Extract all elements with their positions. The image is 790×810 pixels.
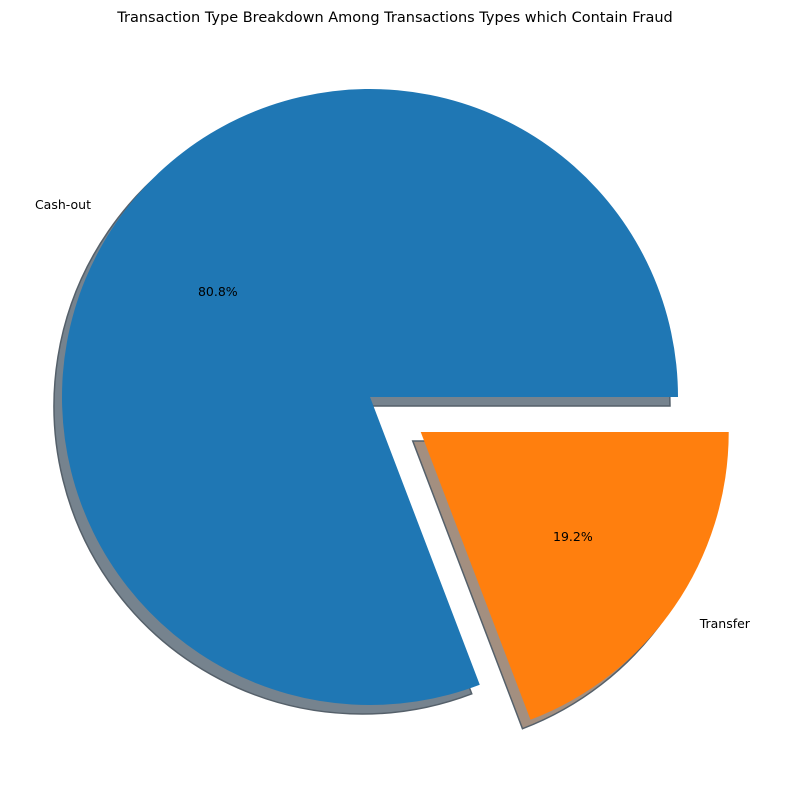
slice-percent-cash-out: 80.8%: [198, 284, 238, 299]
slice-label-transfer: Transfer: [699, 616, 751, 631]
slice-percent-transfer: 19.2%: [553, 529, 593, 544]
slice-label-cash-out: Cash-out: [35, 197, 91, 212]
label-layer: Cash-out 80.8% Transfer 19.2%: [35, 197, 751, 631]
slice-layer: [62, 88, 729, 720]
slice-cash-out: [62, 88, 678, 705]
slice-transfer: [420, 431, 729, 720]
chart-title: Transaction Type Breakdown Among Transac…: [116, 10, 672, 26]
